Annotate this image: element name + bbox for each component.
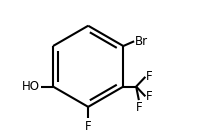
Text: F: F <box>85 120 91 133</box>
Text: HO: HO <box>22 80 40 93</box>
Text: F: F <box>146 70 153 83</box>
Text: F: F <box>146 90 153 103</box>
Text: F: F <box>136 101 142 114</box>
Text: Br: Br <box>135 35 148 48</box>
